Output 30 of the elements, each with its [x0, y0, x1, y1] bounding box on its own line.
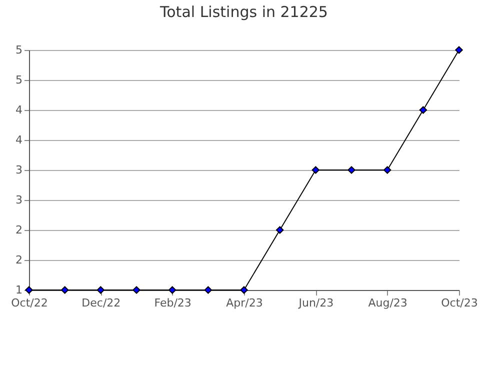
y-tick-label: 4 — [16, 134, 22, 146]
y-tick-label: 5 — [16, 74, 22, 86]
point — [60, 286, 69, 294]
y-tick-label: 2 — [16, 224, 22, 236]
point — [312, 166, 320, 174]
x-tick-label: Jun/23 — [298, 296, 334, 310]
point — [96, 286, 105, 294]
y-tick-label: 3 — [16, 164, 22, 176]
x-tick-label: Dec/22 — [82, 296, 121, 310]
point — [348, 166, 356, 174]
point — [132, 286, 140, 294]
x-tick-label: Oct/22 — [11, 296, 48, 310]
point — [455, 46, 463, 54]
x-tick-label: Feb/23 — [154, 296, 192, 310]
point — [168, 286, 176, 294]
y-tick-label: 2 — [16, 254, 22, 266]
y-tick-label: 3 — [16, 194, 22, 206]
point — [276, 226, 284, 234]
y-tick-label: 5 — [16, 44, 22, 56]
point — [204, 286, 212, 294]
x-tick-label: Aug/23 — [368, 296, 408, 310]
point — [25, 286, 33, 294]
chart-title: Total Listings in 21225 — [159, 3, 328, 21]
x-tick-label: Apr/23 — [226, 296, 263, 310]
point — [383, 166, 392, 174]
x-tick-label: Oct/23 — [441, 296, 478, 310]
y-tick-label: 1 — [16, 284, 22, 296]
point — [419, 106, 428, 114]
point — [240, 286, 248, 294]
y-tick-label: 4 — [16, 104, 22, 116]
